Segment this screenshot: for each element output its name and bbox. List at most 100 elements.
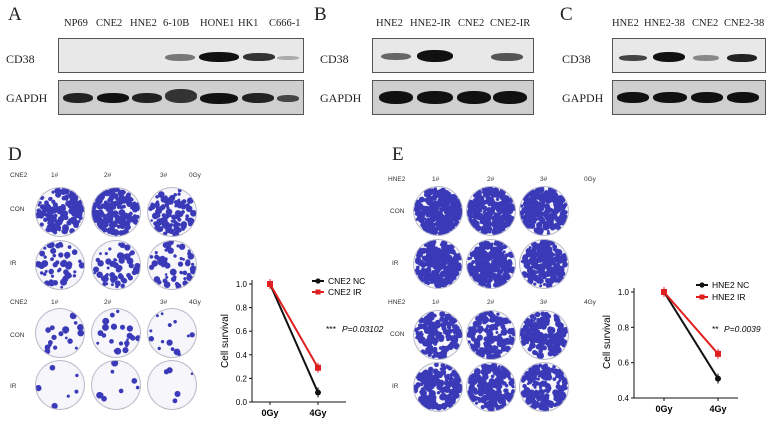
survival-chart-cne2: Cell survival 0.0 0.2 0.4 0.6 0.8 1.0 0Gy 4Gy C… — [220, 276, 384, 418]
lane-label: HNE2 — [612, 18, 639, 29]
blot-band — [693, 55, 719, 61]
blot-band — [379, 91, 413, 104]
replicate-label: 1# — [432, 299, 440, 306]
panel-b-letter: B — [314, 4, 327, 25]
condition-label: IR — [392, 260, 399, 267]
replicate-label: 3# — [160, 172, 168, 179]
blot-band — [165, 89, 197, 103]
colony-dish — [35, 240, 85, 290]
colony-dish — [519, 362, 569, 412]
blot-band — [381, 53, 411, 60]
lane-label: CNE2-IR — [490, 18, 531, 29]
colony-dish — [91, 240, 141, 290]
replicate-label: 1# — [51, 299, 59, 306]
blot-band — [200, 93, 238, 104]
y-tick-label: 0.4 — [618, 394, 630, 403]
x-tick-label: 4Gy — [709, 404, 726, 414]
chart-marks — [267, 279, 321, 398]
blot-band — [199, 52, 239, 62]
dose-label: 0Gy — [584, 176, 596, 183]
row-label-cd38: CD38 — [6, 52, 35, 66]
replicate-label: 3# — [540, 176, 548, 183]
lane-label: HNE2-38 — [644, 18, 685, 29]
colony-dish — [466, 186, 516, 236]
replicate-label: 2# — [104, 172, 112, 179]
western-blot-cd38 — [58, 38, 304, 73]
x-tick-label: 0Gy — [261, 408, 278, 418]
significance-stars: ** — [712, 324, 719, 334]
p-value: P=0.0039 — [724, 324, 761, 334]
colony-dish — [519, 239, 569, 289]
blot-band — [132, 93, 162, 103]
legend-marker-ir — [699, 294, 705, 300]
replicate-label: 2# — [104, 299, 112, 306]
series-line — [269, 283, 319, 369]
colony-dish — [413, 239, 463, 289]
legend-label: HNE2 IR — [712, 292, 746, 302]
colony-dish — [91, 360, 141, 410]
chart-marks — [661, 287, 721, 384]
colony-dish — [35, 187, 85, 237]
y-tick-label: 0.2 — [236, 374, 248, 383]
dose-label: 0Gy — [189, 172, 201, 179]
panel-e-letter: E — [392, 144, 404, 165]
colony-dish — [466, 362, 516, 412]
blot-band — [457, 91, 491, 104]
colony-dish — [413, 186, 463, 236]
chart-axes: 0.4 0.6 0.8 1.0 0Gy 4Gy — [618, 288, 738, 414]
condition-label: IR — [10, 260, 17, 267]
blot-band — [63, 93, 93, 103]
lane-label: HONE1 — [200, 18, 235, 29]
series-line — [269, 283, 319, 393]
blot-band — [727, 92, 759, 103]
significance-stars: *** — [326, 324, 337, 334]
lane-label: CNE2 — [692, 18, 719, 29]
y-tick-label: 0.6 — [236, 327, 248, 336]
colony-dish — [147, 187, 197, 237]
blot-band — [417, 91, 453, 104]
survival-chart-hne2: Cell survival 0.4 0.6 0.8 1.0 0Gy 4Gy HNE2 NC… — [602, 280, 761, 414]
y-tick-label: 1.0 — [618, 288, 630, 297]
blot-band — [493, 91, 527, 104]
western-blot-gapdh — [372, 80, 534, 115]
replicate-label: 3# — [160, 299, 168, 306]
colony-dish — [35, 360, 85, 410]
colony-dish — [35, 308, 85, 358]
blot-band — [277, 95, 299, 102]
row-label-cd38: CD38 — [320, 52, 349, 66]
cell-line-label: HNE2 — [388, 299, 406, 306]
panel-c-letter: C — [560, 4, 573, 25]
blot-band — [165, 54, 195, 61]
series-line — [663, 291, 719, 380]
dose-label: 4Gy — [189, 299, 201, 306]
series-line — [663, 291, 719, 355]
lane-label: CNE2 — [458, 18, 485, 29]
row-label-gapdh: GAPDH — [562, 91, 604, 105]
panel-b-lane-labels: HNE2 HNE2-IR CNE2 CNE2-IR — [376, 18, 536, 32]
legend-label: CNE2 NC — [328, 276, 365, 286]
dose-label: 4Gy — [584, 299, 596, 306]
row-label-cd38: CD38 — [562, 52, 591, 66]
lane-label: 6-10B — [163, 18, 190, 29]
colony-dish — [519, 186, 569, 236]
x-tick-label: 4Gy — [309, 408, 326, 418]
y-tick-label: 0.4 — [236, 351, 248, 360]
cell-line-label: CNE2 — [10, 299, 28, 306]
blot-band — [243, 53, 275, 61]
colony-dish — [413, 362, 463, 412]
condition-label: CON — [10, 332, 25, 339]
y-tick-label: 0.6 — [618, 359, 630, 368]
blot-band — [727, 54, 757, 62]
legend-label: CNE2 IR — [328, 287, 362, 297]
blot-band — [653, 92, 687, 103]
legend-marker-nc — [315, 278, 321, 284]
panel-d-letter: D — [8, 144, 22, 165]
y-tick-label: 0.8 — [618, 323, 630, 332]
lane-label: HNE2 — [130, 18, 157, 29]
blot-band — [617, 92, 649, 103]
legend-marker-nc — [699, 282, 705, 288]
blot-band — [653, 52, 685, 62]
y-tick-label: 1.0 — [236, 280, 248, 289]
y-axis-label: Cell survival — [220, 314, 231, 368]
y-tick-label: 0.0 — [236, 398, 248, 407]
